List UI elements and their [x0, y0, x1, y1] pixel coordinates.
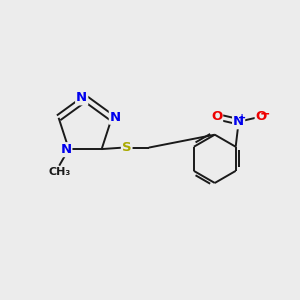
Text: CH₃: CH₃: [48, 167, 70, 177]
Text: −: −: [260, 107, 271, 120]
Text: N: N: [110, 111, 121, 124]
Text: O: O: [256, 110, 267, 123]
Text: S: S: [122, 141, 131, 154]
Text: N: N: [60, 143, 71, 156]
Text: N: N: [76, 92, 87, 104]
Text: +: +: [238, 113, 246, 123]
Text: O: O: [211, 110, 222, 123]
Text: N: N: [233, 115, 244, 128]
